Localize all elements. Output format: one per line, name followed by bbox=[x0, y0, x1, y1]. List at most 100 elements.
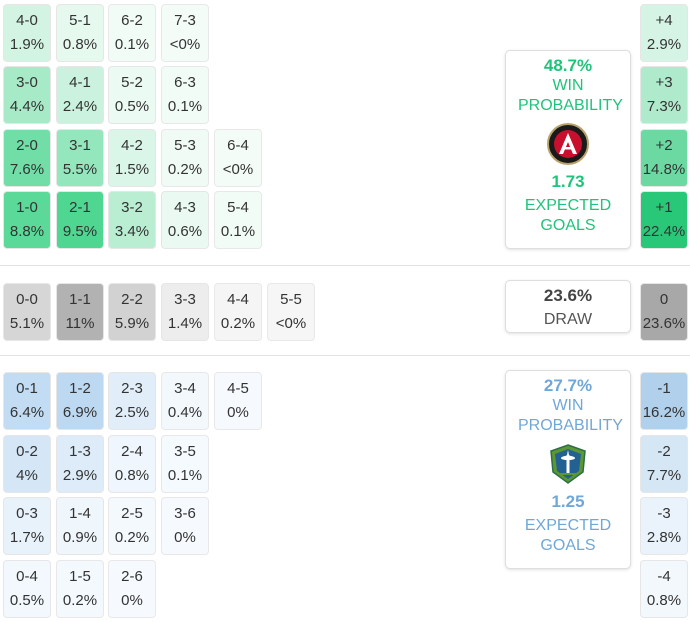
margin-label: -3 bbox=[657, 505, 671, 522]
cell-label: 1-3 bbox=[69, 443, 91, 460]
home-win-card: 48.7% WIN PROBABILITY 1.73 EXPECTED GOAL… bbox=[505, 50, 631, 249]
away-xg-label: EXPECTED GOALS bbox=[524, 517, 612, 554]
scoreline-cell: 5-4 0.1% bbox=[214, 191, 262, 249]
away-win-card: 27.7% WIN PROBABILITY 1.25 EXPECTED GOAL… bbox=[505, 370, 631, 569]
cell-probability: 0.1% bbox=[167, 467, 203, 484]
cell-probability: 0.8% bbox=[62, 36, 98, 53]
cell-probability: 5.5% bbox=[62, 161, 98, 178]
cell-probability: 1.7% bbox=[9, 529, 45, 546]
cell-label: 3-3 bbox=[174, 291, 196, 308]
cell-label: 0-3 bbox=[16, 505, 38, 522]
margin-probability: 14.8% bbox=[642, 161, 686, 178]
scoreline-cell: 5-3 0.2% bbox=[161, 129, 209, 187]
margin-label: +1 bbox=[655, 199, 673, 216]
cell-probability: 0% bbox=[174, 529, 196, 546]
cell-label: 3-2 bbox=[121, 199, 143, 216]
cell-label: 6-4 bbox=[227, 137, 249, 154]
margin-label: +3 bbox=[655, 74, 673, 91]
cell-probability: 0.2% bbox=[220, 315, 256, 332]
cell-probability: 0.2% bbox=[62, 592, 98, 609]
home-win-label: WIN PROBABILITY bbox=[518, 77, 623, 114]
scoreline-cell: 1-1 11% bbox=[56, 283, 104, 341]
cell-label: 4-3 bbox=[174, 199, 196, 216]
cell-probability: 7.6% bbox=[9, 161, 45, 178]
scoreline-cell: 0-3 1.7% bbox=[3, 497, 51, 555]
cell-label: 3-6 bbox=[174, 505, 196, 522]
cell-label: 4-1 bbox=[69, 74, 91, 91]
cell-probability: 4.4% bbox=[9, 98, 45, 115]
cell-probability: <0% bbox=[169, 36, 201, 53]
cell-probability: 1.5% bbox=[114, 161, 150, 178]
scoreline-cell: 2-6 0% bbox=[108, 560, 156, 618]
margin-label: +4 bbox=[655, 12, 673, 29]
cell-label: 3-4 bbox=[174, 380, 196, 397]
scoreline-cell: 3-5 0.1% bbox=[161, 435, 209, 493]
margin-label: 0 bbox=[659, 291, 669, 308]
away-expected-goals: 1.25 bbox=[551, 492, 585, 511]
cell-probability: 2.5% bbox=[114, 404, 150, 421]
scoreline-cell: 0-0 5.1% bbox=[3, 283, 51, 341]
cell-label: 3-5 bbox=[174, 443, 196, 460]
cell-label: 5-4 bbox=[227, 199, 249, 216]
cell-label: 4-2 bbox=[121, 137, 143, 154]
scoreline-cell: 5-5 <0% bbox=[267, 283, 315, 341]
home-xg-label: EXPECTED GOALS bbox=[524, 197, 612, 234]
margin-label: -2 bbox=[657, 443, 671, 460]
cell-probability: 4% bbox=[16, 467, 38, 484]
atlanta-united-crest-icon bbox=[547, 123, 589, 165]
goal-margin-cell: +2 14.8% bbox=[640, 129, 688, 187]
margin-probability: 23.6% bbox=[642, 315, 686, 332]
margin-probability: 16.2% bbox=[642, 404, 686, 421]
goal-margin-cell: -1 16.2% bbox=[640, 372, 688, 430]
cell-probability: 6.4% bbox=[9, 404, 45, 421]
cell-probability: 0.5% bbox=[9, 592, 45, 609]
scoreline-cell: 7-3 <0% bbox=[161, 4, 209, 62]
scoreline-cell: 1-0 8.8% bbox=[3, 191, 51, 249]
scoreline-cell: 1-2 6.9% bbox=[56, 372, 104, 430]
cell-probability: 0% bbox=[121, 592, 143, 609]
scoreline-cell: 6-3 0.1% bbox=[161, 66, 209, 124]
cell-label: 2-6 bbox=[121, 568, 143, 585]
cell-label: 5-5 bbox=[280, 291, 302, 308]
cell-label: 1-2 bbox=[69, 380, 91, 397]
away-win-label: WIN PROBABILITY bbox=[518, 397, 623, 434]
cell-probability: 11% bbox=[65, 315, 95, 332]
goal-margin-cell: 0 23.6% bbox=[640, 283, 688, 341]
draw-probability: 23.6% bbox=[543, 286, 593, 305]
margin-probability: 7.3% bbox=[646, 98, 682, 115]
scoreline-cell: 2-0 7.6% bbox=[3, 129, 51, 187]
cell-label: 1-1 bbox=[69, 291, 91, 308]
cell-label: 7-3 bbox=[174, 12, 196, 29]
home-win-probability: 48.7% bbox=[543, 56, 593, 75]
cell-label: 0-0 bbox=[16, 291, 38, 308]
goal-margin-cell: -4 0.8% bbox=[640, 560, 688, 618]
cell-probability: 0% bbox=[227, 404, 249, 421]
scoreline-cell: 3-6 0% bbox=[161, 497, 209, 555]
scoreline-cell: 1-3 2.9% bbox=[56, 435, 104, 493]
scoreline-cell: 0-2 4% bbox=[3, 435, 51, 493]
cell-label: 0-4 bbox=[16, 568, 38, 585]
cell-probability: 0.2% bbox=[114, 529, 150, 546]
margin-probability: 22.4% bbox=[642, 223, 686, 240]
cell-label: 1-5 bbox=[69, 568, 91, 585]
cell-probability: 8.8% bbox=[9, 223, 45, 240]
cell-probability: 0.4% bbox=[167, 404, 203, 421]
margin-label: +2 bbox=[655, 137, 673, 154]
cell-label: 2-2 bbox=[121, 291, 143, 308]
scoreline-cell: 4-2 1.5% bbox=[108, 129, 156, 187]
cell-label: 6-2 bbox=[121, 12, 143, 29]
scoreline-cell: 4-4 0.2% bbox=[214, 283, 262, 341]
scoreline-cell: 3-2 3.4% bbox=[108, 191, 156, 249]
cell-probability: 9.5% bbox=[62, 223, 98, 240]
cell-probability: 0.9% bbox=[62, 529, 98, 546]
cell-label: 0-1 bbox=[16, 380, 38, 397]
cell-label: 2-4 bbox=[121, 443, 143, 460]
cell-probability: 2.9% bbox=[62, 467, 98, 484]
away-win-probability: 27.7% bbox=[543, 376, 593, 395]
scoreline-cell: 5-1 0.8% bbox=[56, 4, 104, 62]
scoreline-cell: 6-2 0.1% bbox=[108, 4, 156, 62]
cell-probability: 0.8% bbox=[114, 467, 150, 484]
scoreline-cell: 2-4 0.8% bbox=[108, 435, 156, 493]
scoreline-cell: 2-3 2.5% bbox=[108, 372, 156, 430]
scoreline-cell: 4-1 2.4% bbox=[56, 66, 104, 124]
